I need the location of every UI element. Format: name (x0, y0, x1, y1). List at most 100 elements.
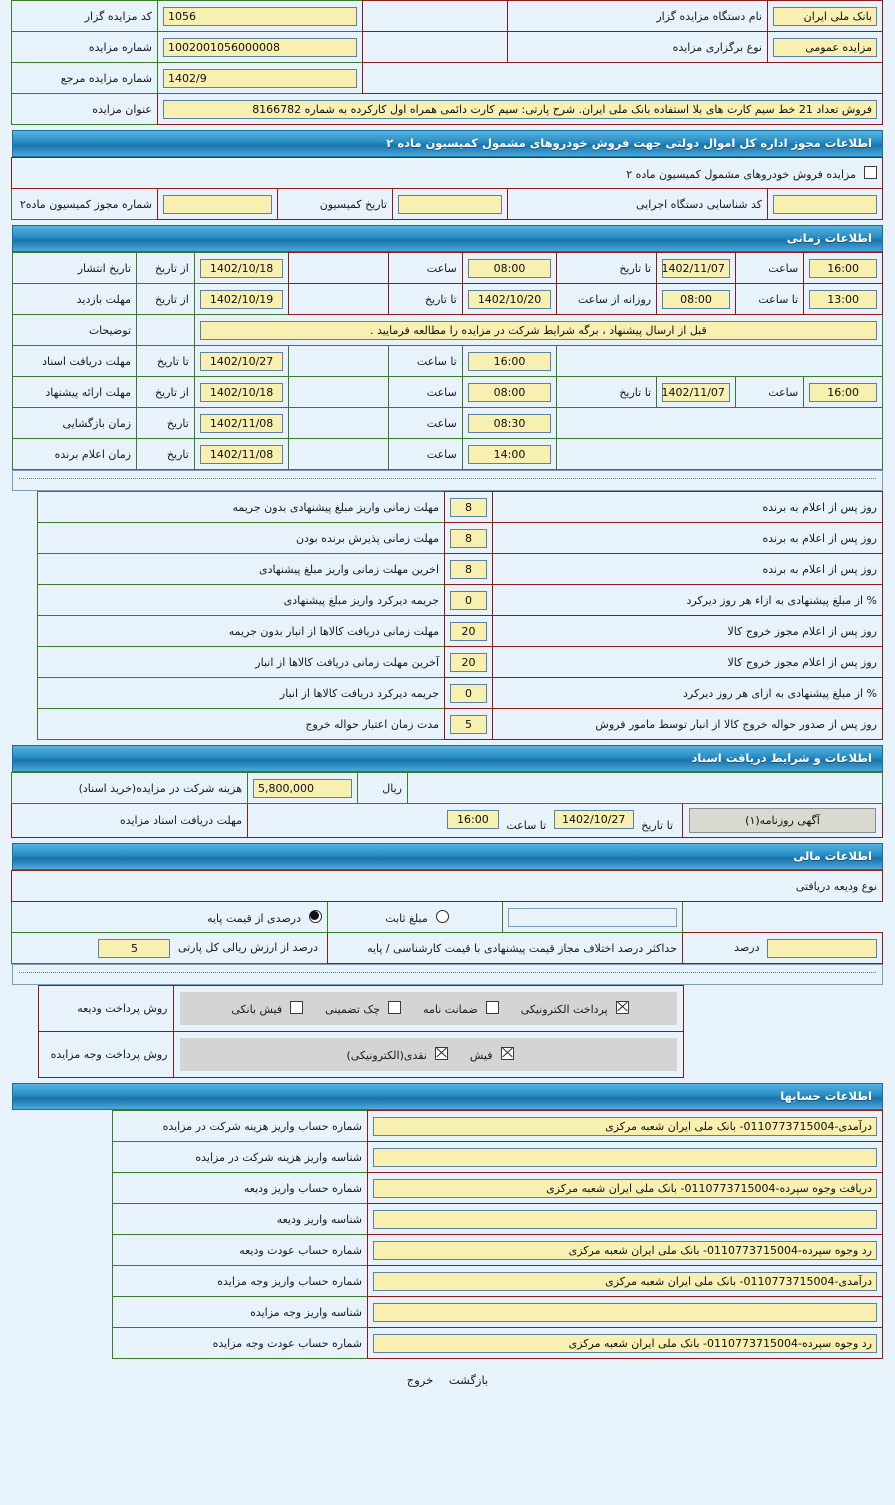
publish-row-label: تاریخ انتشار (11, 252, 138, 284)
financial-table: نوع ودیعه دریافتی مبلغ ثابت درصدی از قیم… (10, 870, 884, 964)
visit-to-date-field: 1402/10/20 (461, 283, 558, 315)
checkbox-unchecked-icon[interactable] (485, 1001, 499, 1014)
auctioneer-name-label: نام دستگاه مزایده گزار (507, 0, 768, 32)
vehicle-checkbox-cell[interactable]: مزایده فروش خودروهای مشمول کمیسیون ماده … (10, 157, 884, 189)
fixed-amount-radio[interactable] (435, 909, 449, 923)
table-row-deadline: روز پس از اعلام به برنده 8 مهلت زمانی پذیر… (37, 522, 883, 554)
commission-date-value[interactable] (398, 194, 502, 214)
deadline-value-field: 20 (444, 615, 493, 647)
auctioneer-code-label: کد مزایده گزار (11, 0, 158, 32)
payment-option[interactable]: فیش (466, 1047, 514, 1062)
deadline-unit: روز پس از اعلام به برنده (492, 491, 883, 523)
table-row-auctioneer-code: بانک ملی ایران نام دستگاه مزایده گزار 10… (11, 0, 883, 32)
account-value-field: درآمدی-0110773715004- بانک ملی ایران شعب… (367, 1110, 883, 1142)
visit-from-value: 1402/10/19 (199, 289, 284, 309)
max-diff-label: حداکثر درصد اختلاف مجاز قیمت پیشنهادی با… (327, 932, 683, 964)
exit-link[interactable]: خروج (406, 1373, 434, 1387)
checkbox-checked-icon[interactable] (500, 1047, 514, 1060)
deposit-pay-options-cell: پرداخت الکترونیکی ضمانت نامه چک تضمینی فیش … (172, 985, 684, 1032)
table-row-deadline: % از مبلغ پیشنهادی به ازای هر روز دیرکرد… (37, 677, 883, 709)
permit-number-value[interactable] (163, 194, 272, 214)
divider-block-2 (12, 964, 883, 985)
newspaper-ad-button[interactable]: آگهی روزنامه(۱) (689, 808, 876, 833)
vehicle-commission-checkbox[interactable] (864, 165, 877, 179)
percent-radio-cell[interactable]: درصدی از قیمت پایه (10, 901, 329, 933)
checkbox-checked-icon[interactable] (434, 1047, 448, 1060)
payment-option-label: فیش (469, 1049, 493, 1062)
fixed-amount-value[interactable] (508, 907, 677, 927)
payment-option[interactable]: پرداخت الکترونیکی (517, 1001, 629, 1016)
checkbox-unchecked-icon[interactable] (388, 1001, 402, 1014)
auctioneer-code-field: 1056 (157, 0, 363, 32)
permit-number-field[interactable] (157, 188, 278, 220)
account-value-field: دریافت وجوه سپرده-0110773715004- بانک مل… (367, 1172, 883, 1204)
auction-title-field: فروش تعداد 21 خط سیم کارت های بلا استفاد… (157, 93, 883, 125)
table-row-opening-time: 08:30 ساعت 1402/11/08 تاریخ زمان بازگشای… (11, 407, 883, 439)
deadline-value-field: 0 (444, 677, 493, 709)
deadline-unit: % از مبلغ پیشنهادی به ازای هر روز دیرکرد (492, 677, 883, 709)
deadline-label: مهلت زمانی واریز مبلغ پیشنهادی بدون جریم… (37, 491, 445, 523)
winner-blank (556, 438, 883, 470)
vehicle-permit-table: مزایده فروش خودروهای مشمول کمیسیون ماده … (10, 157, 884, 220)
radio-row-blank (682, 901, 883, 933)
payment-option[interactable]: فیش بانکی (227, 1001, 304, 1016)
visit-daily-from-label: روزانه از ساعت (556, 283, 658, 315)
divider-block-1 (12, 470, 883, 491)
checkbox-checked-icon[interactable] (615, 1001, 629, 1014)
description-field: قبل از ارسال پیشنهاد ، برگه شرایط شرکت د… (193, 314, 884, 346)
account-value: رد وجوه سپرده-0110773715004- بانک ملی ای… (373, 1240, 877, 1260)
auction-type-label: نوع برگزاری مزایده (507, 31, 768, 63)
publish-to-date-label: تا تاریخ (556, 252, 658, 284)
payment-option[interactable]: ضمانت نامه (419, 1001, 499, 1016)
opening-date-field: 1402/11/08 (193, 407, 290, 439)
table-row-deadline: روز پس از اعلام به برنده 8 مهلت زمانی واری… (37, 491, 883, 523)
opening-hour-label: ساعت (388, 407, 463, 439)
table-row-description: قبل از ارسال پیشنهاد ، برگه شرایط شرکت د… (11, 314, 884, 346)
auction-number-field: 1002001056000008 (157, 31, 363, 63)
account-value: دریافت وجوه سپرده-0110773715004- بانک مل… (373, 1178, 877, 1198)
deadline-value: 0 (450, 590, 487, 610)
opening-date-label: تاریخ (136, 407, 195, 439)
account-label: شماره حساب عودت ودیعه (112, 1234, 368, 1266)
fixed-amount-radio-cell[interactable]: مبلغ ثابت (327, 901, 503, 933)
table-row-ref-number: 1402/9 شماره مزایده مرجع (11, 62, 883, 94)
table-row-account: رد وجوه سپرده-0110773715004- بانک ملی ای… (112, 1327, 883, 1359)
account-label: شماره حساب واریز ودیعه (112, 1172, 368, 1204)
deadline-value-field: 8 (444, 553, 493, 585)
checkbox-unchecked-icon[interactable] (290, 1001, 304, 1014)
payment-option[interactable]: نقدی(الکترونیکی) (342, 1047, 448, 1062)
publish-from-value: 1402/10/18 (199, 258, 284, 278)
publish-to-date-value: 1402/11/07 (662, 258, 730, 278)
payment-option-label: فیش بانکی (231, 1003, 283, 1016)
newspaper-button-cell[interactable]: آگهی روزنامه(۱) (682, 803, 883, 838)
table-row-account: شناسه واریز ودیعه (112, 1203, 883, 1235)
percent-value: 5 (98, 938, 171, 958)
agency-code-field[interactable] (767, 188, 883, 220)
deadline-value-field: 20 (444, 646, 493, 678)
table-row-visit-deadline: 13:00 تا ساعت 08:00 روزانه از ساعت 1402/… (11, 283, 883, 315)
auction-detail-page: 1818 ParsNamadData پایگاه اطلاعات پارسی … (0, 0, 895, 1397)
offer-spacer (288, 376, 390, 408)
payment-option[interactable]: چک تضمینی (321, 1001, 402, 1016)
commission-date-field[interactable] (392, 188, 508, 220)
winner-date-field: 1402/11/08 (193, 438, 290, 470)
max-diff-value[interactable] (767, 938, 877, 958)
section-header-financial: اطلاعات مالی (12, 843, 883, 870)
percent-of-base-label: درصدی از قیمت پایه (207, 911, 301, 925)
fixed-amount-field[interactable] (502, 901, 683, 933)
back-link[interactable]: بازگشت (448, 1373, 489, 1387)
time-info-table: 16:00 ساعت 1402/11/07 تا تاریخ 08:00 ساع… (11, 252, 884, 470)
agency-code-value[interactable] (773, 194, 877, 214)
docs-deadline-label: مهلت دریافت اسناد (11, 345, 138, 377)
fee-blank (407, 772, 883, 804)
table-row-docs-deadline: 16:00 تا ساعت 1402/10/27 تا تاریخ مهلت د… (11, 345, 883, 377)
percent-value-cell: درصد از ارزش ریالی کل پارتی 5 (10, 932, 329, 964)
docs-deadline-date-field: 1402/10/27 (193, 345, 290, 377)
docs-deadline-row-label: مهلت دریافت اسناد مزایده (11, 803, 248, 838)
table-row-deadline: % از مبلغ پیشنهادی به ازاء هر روز دیرکرد… (37, 584, 883, 616)
deadline-unit: روز پس از اعلام مجوز خروج کالا (492, 646, 883, 678)
max-diff-unit: درصد (734, 941, 760, 954)
percent-of-base-radio[interactable] (309, 909, 322, 923)
publish-from-field: 1402/10/18 (193, 252, 290, 284)
section-header-docs: اطلاعات و شرایط دریافت اسناد (12, 745, 883, 772)
